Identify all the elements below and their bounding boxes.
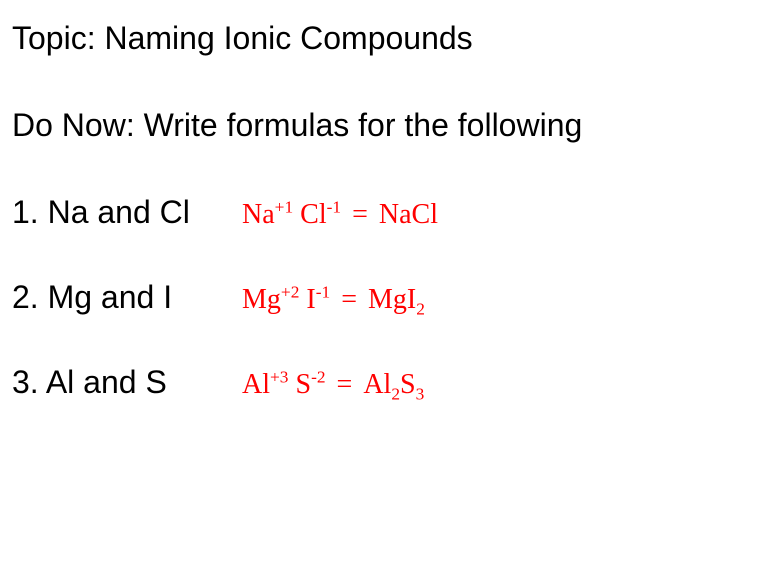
problem-text: Al and S bbox=[46, 364, 167, 400]
cation-symbol: Na bbox=[242, 199, 275, 230]
anion-symbol: Cl bbox=[300, 199, 326, 230]
cation-symbol: Al bbox=[242, 369, 270, 400]
problem-text: Mg and I bbox=[48, 279, 173, 315]
equals-sign: = bbox=[337, 284, 368, 315]
problem-answer: Mg+2 I-1 = MgI2 bbox=[242, 284, 425, 316]
problem-number: 2. bbox=[12, 279, 39, 315]
cation-charge: +2 bbox=[281, 283, 299, 302]
formula-result: Al2S3 bbox=[363, 369, 424, 400]
problem-row: 3. Al and S Al+3 S-2 = Al2S3 bbox=[12, 364, 756, 401]
cation-charge: +3 bbox=[270, 368, 288, 387]
do-now-instruction: Do Now: Write formulas for the following bbox=[12, 107, 756, 144]
anion-charge: -1 bbox=[327, 198, 341, 217]
problem-row: 1. Na and Cl Na+1 Cl-1 = NaCl bbox=[12, 194, 756, 231]
formula-result: NaCl bbox=[379, 199, 438, 230]
anion-charge: -2 bbox=[311, 368, 325, 387]
problem-row: 2. Mg and I Mg+2 I-1 = MgI2 bbox=[12, 279, 756, 316]
problem-number: 3. bbox=[12, 364, 39, 400]
problem-prompt: 2. Mg and I bbox=[12, 279, 242, 316]
anion-charge: -1 bbox=[316, 283, 330, 302]
anion-symbol: S bbox=[295, 369, 311, 400]
problem-answer: Al+3 S-2 = Al2S3 bbox=[242, 369, 424, 401]
problem-text: Na and Cl bbox=[48, 194, 190, 230]
equals-sign: = bbox=[348, 199, 379, 230]
problem-answer: Na+1 Cl-1 = NaCl bbox=[242, 199, 438, 231]
problem-prompt: 1. Na and Cl bbox=[12, 194, 242, 231]
formula-result: MgI2 bbox=[368, 284, 425, 315]
problem-prompt: 3. Al and S bbox=[12, 364, 242, 401]
problem-number: 1. bbox=[12, 194, 39, 230]
page-title: Topic: Naming Ionic Compounds bbox=[12, 20, 756, 57]
anion-symbol: I bbox=[306, 284, 315, 315]
cation-charge: +1 bbox=[275, 198, 293, 217]
equals-sign: = bbox=[333, 369, 364, 400]
cation-symbol: Mg bbox=[242, 284, 281, 315]
